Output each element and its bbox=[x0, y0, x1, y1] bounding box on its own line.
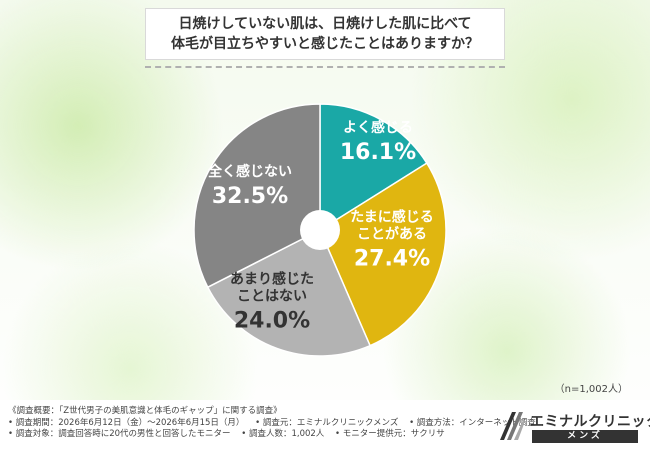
slice-value-1: 27.4% bbox=[354, 247, 430, 272]
slice-label-1-line-0: たまに感じる bbox=[350, 209, 434, 226]
slice-value-3: 32.5% bbox=[212, 184, 288, 209]
slice-label-1-line-1: ことがある bbox=[357, 226, 427, 243]
survey-target: • 調査対象：調査回答時に20代の男性と回答したモニター bbox=[8, 429, 231, 439]
survey-period-line: • 調査期間：2026年6月12日（金）～2026年6月15日（月） • 調査元… bbox=[8, 418, 544, 430]
slice-value-2: 24.0% bbox=[234, 309, 310, 334]
title-divider bbox=[145, 66, 505, 68]
pie-slice-2 bbox=[206, 228, 372, 357]
brand-name: エミナルクリニック bbox=[530, 414, 650, 430]
question-title-box: 日焼けしていない肌は、日焼けした肌に比べて 体毛が目立ちやすいと感じたことはあり… bbox=[145, 8, 505, 60]
survey-provider: • モニター提供元：サクリサ bbox=[335, 429, 445, 439]
slice-label-2-line-0: あまり感じた bbox=[230, 271, 314, 288]
survey-overview: 《調査概要：「Z世代男子の美肌意識と体毛のギャップ」に関する調査》 • 調査期間… bbox=[8, 406, 544, 441]
pie-slice-3 bbox=[193, 103, 321, 289]
survey-target-line: • 調査対象：調査回答時に20代の男性と回答したモニター • 調査人数：1,00… bbox=[8, 429, 544, 441]
question-title-line-1: 日焼けしていない肌は、日焼けした肌に比べて bbox=[178, 16, 472, 32]
survey-title-line: 《調査概要：「Z世代男子の美肌意識と体毛のギャップ」に関する調査》 bbox=[8, 406, 544, 418]
donut-hole bbox=[300, 210, 340, 250]
pie-slice-0 bbox=[319, 103, 428, 232]
survey-source: • 調査元：エミナルクリニックメンズ bbox=[255, 417, 399, 428]
slice-value-0: 16.1% bbox=[340, 140, 416, 165]
brand-mark-icon bbox=[500, 412, 524, 440]
slice-label-3-line-0: 全く感じない bbox=[207, 163, 292, 180]
survey-title: 《調査概要：「Z世代男子の美肌意識と体毛のギャップ」に関する調査》 bbox=[8, 406, 282, 416]
survey-method: • 調査方法：インターネット調査 bbox=[409, 417, 536, 428]
survey-period: • 調査期間：2026年6月12日（金）～2026年6月15日（月） bbox=[8, 417, 245, 428]
survey-count: • 調査人数：1,002人 bbox=[241, 429, 325, 439]
brand-logo: エミナルクリニック メンズ bbox=[498, 410, 650, 444]
question-title-line-2: 体毛が目立ちやすいと感じたことはありますか？ bbox=[171, 36, 479, 52]
brand-sub: メンズ bbox=[532, 430, 638, 443]
sample-size-label: （n=1,002人） bbox=[554, 384, 628, 395]
slice-label-0-line-0: よく感じる bbox=[343, 119, 413, 136]
slice-label-2-line-1: ことはない bbox=[237, 289, 307, 305]
pie-slice-1 bbox=[319, 162, 447, 347]
survey-footer: 《調査概要：「Z世代男子の美肌意識と体毛のギャップ」に関する調査》 • 調査期間… bbox=[0, 400, 650, 450]
